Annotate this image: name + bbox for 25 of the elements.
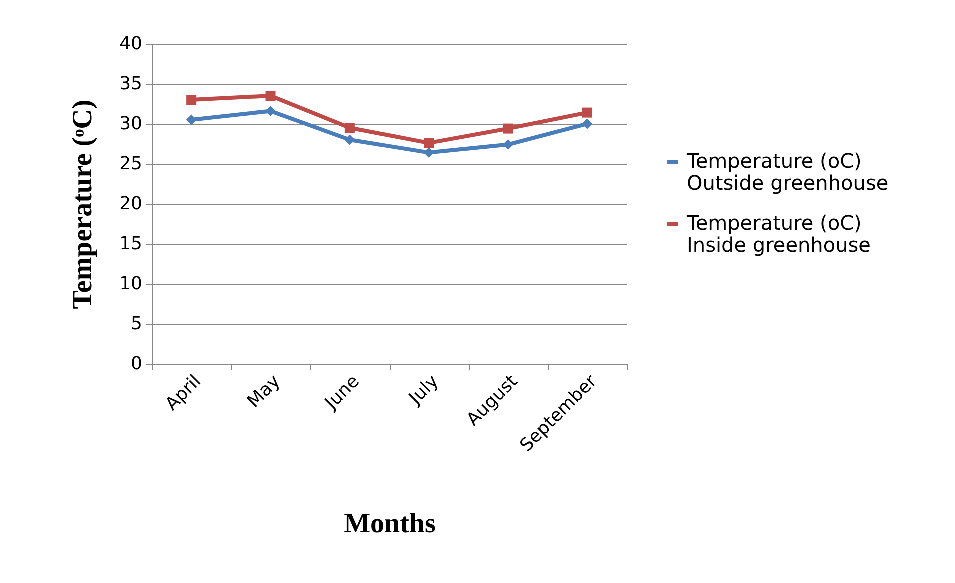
y-tick-label: 15 xyxy=(120,234,142,254)
y-tick-label: 10 xyxy=(120,274,142,294)
point xyxy=(344,123,355,133)
y-tick-label: 20 xyxy=(120,194,142,214)
y-tick-label: 40 xyxy=(120,34,142,54)
y-tick-label: 0 xyxy=(131,354,142,374)
y-tick-label: 25 xyxy=(120,154,142,174)
point xyxy=(582,108,592,118)
point xyxy=(266,106,276,116)
point xyxy=(424,148,434,158)
point xyxy=(503,140,514,150)
point xyxy=(344,134,356,146)
point xyxy=(186,95,197,105)
point xyxy=(582,118,593,130)
point xyxy=(503,124,514,134)
y-tick-label: 35 xyxy=(120,74,142,94)
point xyxy=(266,91,276,101)
y-tick-label: 30 xyxy=(120,114,142,134)
legend-label: Temperature (oC) Inside greenhouse xyxy=(686,211,871,257)
point xyxy=(424,138,434,148)
point xyxy=(186,114,197,126)
y-tick-label: 5 xyxy=(131,314,142,334)
x-axis-title: Months xyxy=(344,508,436,540)
legend-label: Temperature (oC) Outside greenhouse xyxy=(686,149,889,195)
y-axis-title: Temperature (ᵒC) xyxy=(68,100,99,310)
